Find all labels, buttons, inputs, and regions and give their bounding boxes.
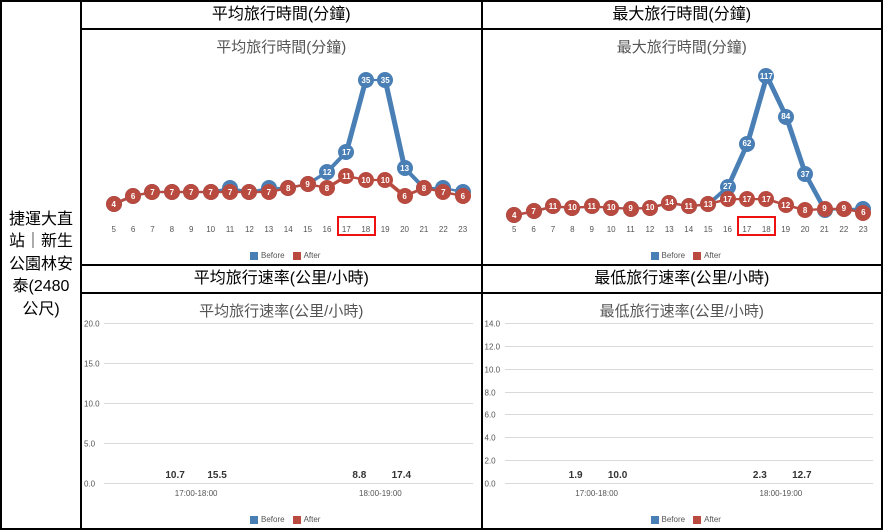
data-point: 7 <box>261 184 277 200</box>
legend: BeforeAfter <box>82 251 481 260</box>
data-point: 117 <box>758 68 774 84</box>
data-point: 9 <box>817 201 833 217</box>
data-point: 6 <box>855 205 871 221</box>
data-point: 6 <box>397 188 413 204</box>
data-point: 11 <box>681 198 697 214</box>
data-point: 35 <box>358 72 374 88</box>
data-point: 7 <box>164 184 180 200</box>
data-point: 9 <box>300 176 316 192</box>
legend: BeforeAfter <box>82 515 481 524</box>
data-point: 7 <box>144 184 160 200</box>
data-point: 37 <box>797 166 813 182</box>
route-label: 捷運大直站｜新生公園林安泰(2480公尺) <box>1 1 81 529</box>
header-min-speed: 最低旅行速率(公里/小時) <box>482 265 883 293</box>
data-point: 10 <box>642 200 658 216</box>
data-point: 12 <box>778 197 794 213</box>
data-point: 11 <box>338 168 354 184</box>
legend: BeforeAfter <box>483 515 882 524</box>
data-point: 9 <box>836 201 852 217</box>
route-label-text: 捷運大直站｜新生公園林安泰(2480公尺) <box>6 209 76 321</box>
chart-max-time: 最大旅行時間(分鐘)471110111091014111327621178437… <box>482 29 883 265</box>
data-point: 10 <box>564 200 580 216</box>
data-point: 10 <box>377 172 393 188</box>
header-avg-time: 平均旅行時間(分鐘) <box>81 1 482 29</box>
data-point: 13 <box>397 160 413 176</box>
x-axis: 17:00-18:0018:00-19:00 <box>104 489 473 498</box>
data-point: 6 <box>455 188 471 204</box>
data-point: 84 <box>778 109 794 125</box>
data-point: 8 <box>797 202 813 218</box>
data-point: 12 <box>319 164 335 180</box>
data-point: 8 <box>319 180 335 196</box>
data-point: 4 <box>506 207 522 223</box>
data-point: 11 <box>584 198 600 214</box>
data-point: 14 <box>661 195 677 211</box>
data-point: 7 <box>183 184 199 200</box>
chart-title: 平均旅行速率(公里/小時) <box>82 300 481 321</box>
data-point: 13 <box>700 196 716 212</box>
header-avg-speed: 平均旅行速率(公里/小時) <box>81 265 482 293</box>
data-point: 17 <box>758 191 774 207</box>
data-point: 7 <box>241 184 257 200</box>
data-point: 7 <box>222 184 238 200</box>
data-point: 4 <box>106 196 122 212</box>
data-point: 11 <box>545 198 561 214</box>
data-point: 7 <box>435 184 451 200</box>
data-point: 17 <box>338 144 354 160</box>
data-point: 6 <box>125 188 141 204</box>
data-point: 35 <box>377 72 393 88</box>
data-point: 8 <box>416 180 432 196</box>
data-point: 7 <box>526 203 542 219</box>
data-point: 7 <box>203 184 219 200</box>
chart-avg-time: 平均旅行時間(分鐘)467777878891217353513887467777… <box>81 29 482 265</box>
data-point: 10 <box>358 172 374 188</box>
chart-min-speed: 最低旅行速率(公里/小時)0.02.04.06.08.010.012.014.0… <box>482 293 883 529</box>
x-axis: 567891011121314151617181920212223 <box>505 225 874 234</box>
data-point: 62 <box>739 136 755 152</box>
data-point: 17 <box>720 191 736 207</box>
chart-avg-speed: 平均旅行速率(公里/小時)0.05.010.015.020.010.715.58… <box>81 293 482 529</box>
header-max-time: 最大旅行時間(分鐘) <box>482 1 883 29</box>
legend: BeforeAfter <box>483 251 882 260</box>
data-point: 10 <box>603 200 619 216</box>
data-point: 9 <box>623 201 639 217</box>
chart-title: 最低旅行速率(公里/小時) <box>483 300 882 321</box>
x-axis: 567891011121314151617181920212223 <box>104 225 473 234</box>
x-axis: 17:00-18:0018:00-19:00 <box>505 489 874 498</box>
chart-title: 平均旅行時間(分鐘) <box>82 36 481 57</box>
data-point: 17 <box>739 191 755 207</box>
chart-title: 最大旅行時間(分鐘) <box>483 36 882 57</box>
data-point: 8 <box>280 180 296 196</box>
